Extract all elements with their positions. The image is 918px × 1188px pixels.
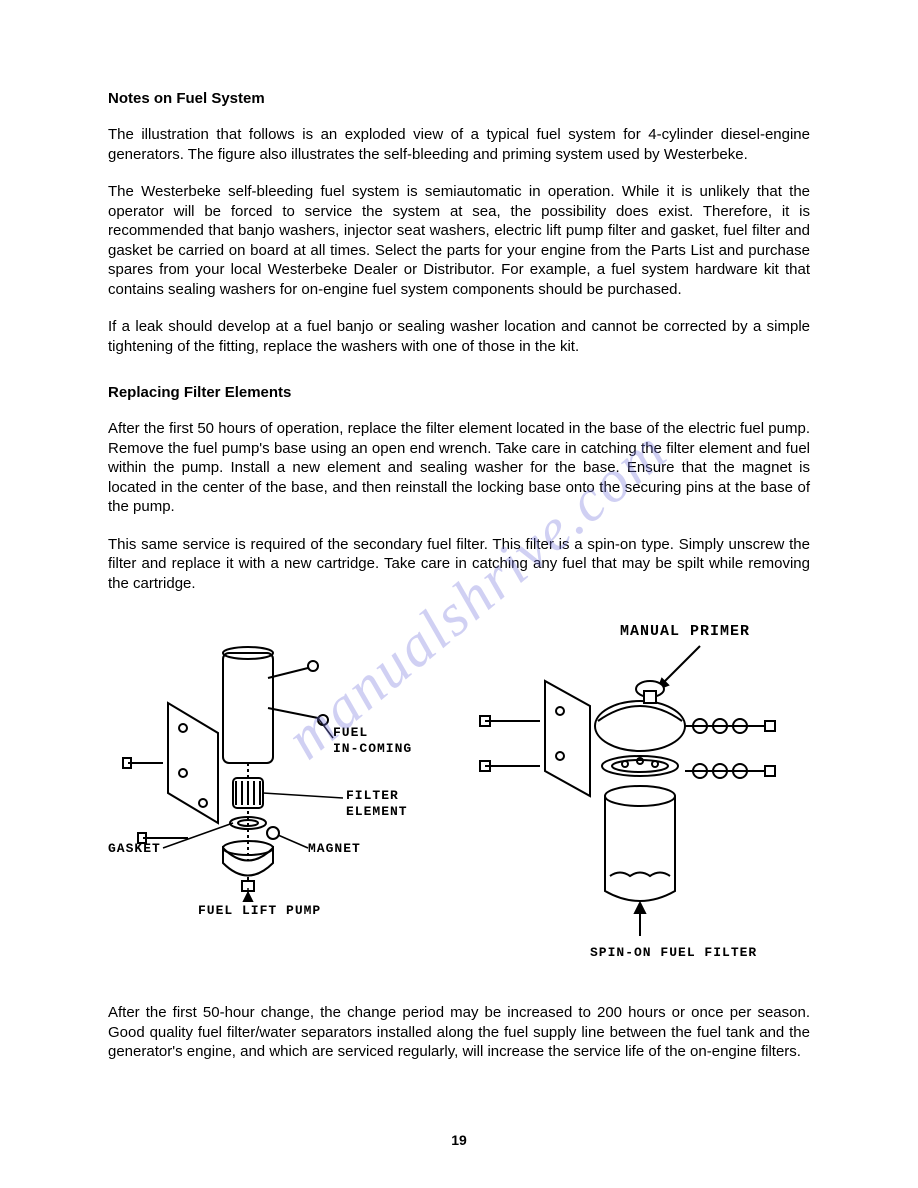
label-spinon: SPIN-ON FUEL FILTER bbox=[590, 945, 757, 960]
label-fuel1: FUEL bbox=[333, 725, 368, 740]
fuel-lift-pump-diagram bbox=[108, 623, 448, 923]
label-fuel2: IN-COMING bbox=[333, 741, 412, 756]
diagram-left: FUEL IN-COMING FILTER ELEMENT GASKET MAG… bbox=[108, 623, 448, 943]
section2-p3: After the first 50-hour change, the chan… bbox=[108, 1003, 810, 1062]
section2-p1: After the first 50 hours of operation, r… bbox=[108, 419, 810, 517]
label-primer: MANUAL PRIMER bbox=[620, 623, 750, 640]
section2-heading: Replacing Filter Elements bbox=[108, 384, 810, 401]
label-pump: FUEL LIFT PUMP bbox=[198, 903, 321, 918]
section1-p3: If a leak should develop at a fuel banjo… bbox=[108, 317, 810, 356]
diagram-right: MANUAL PRIMER bbox=[470, 623, 810, 973]
diagram-row: FUEL IN-COMING FILTER ELEMENT GASKET MAG… bbox=[108, 623, 810, 973]
label-filter1: FILTER bbox=[346, 788, 399, 803]
section1-p2: The Westerbeke self-bleeding fuel system… bbox=[108, 182, 810, 299]
spin-on-filter-diagram bbox=[470, 641, 810, 961]
section1-p1: The illustration that follows is an expl… bbox=[108, 125, 810, 164]
page: manualshrive.com Notes on Fuel System Th… bbox=[0, 0, 918, 1188]
label-gasket: GASKET bbox=[108, 841, 161, 856]
label-filter2: ELEMENT bbox=[346, 804, 408, 819]
label-magnet: MAGNET bbox=[308, 841, 361, 856]
page-number: 19 bbox=[0, 1132, 918, 1148]
section1-heading: Notes on Fuel System bbox=[108, 90, 810, 107]
section2-p2: This same service is required of the sec… bbox=[108, 535, 810, 594]
